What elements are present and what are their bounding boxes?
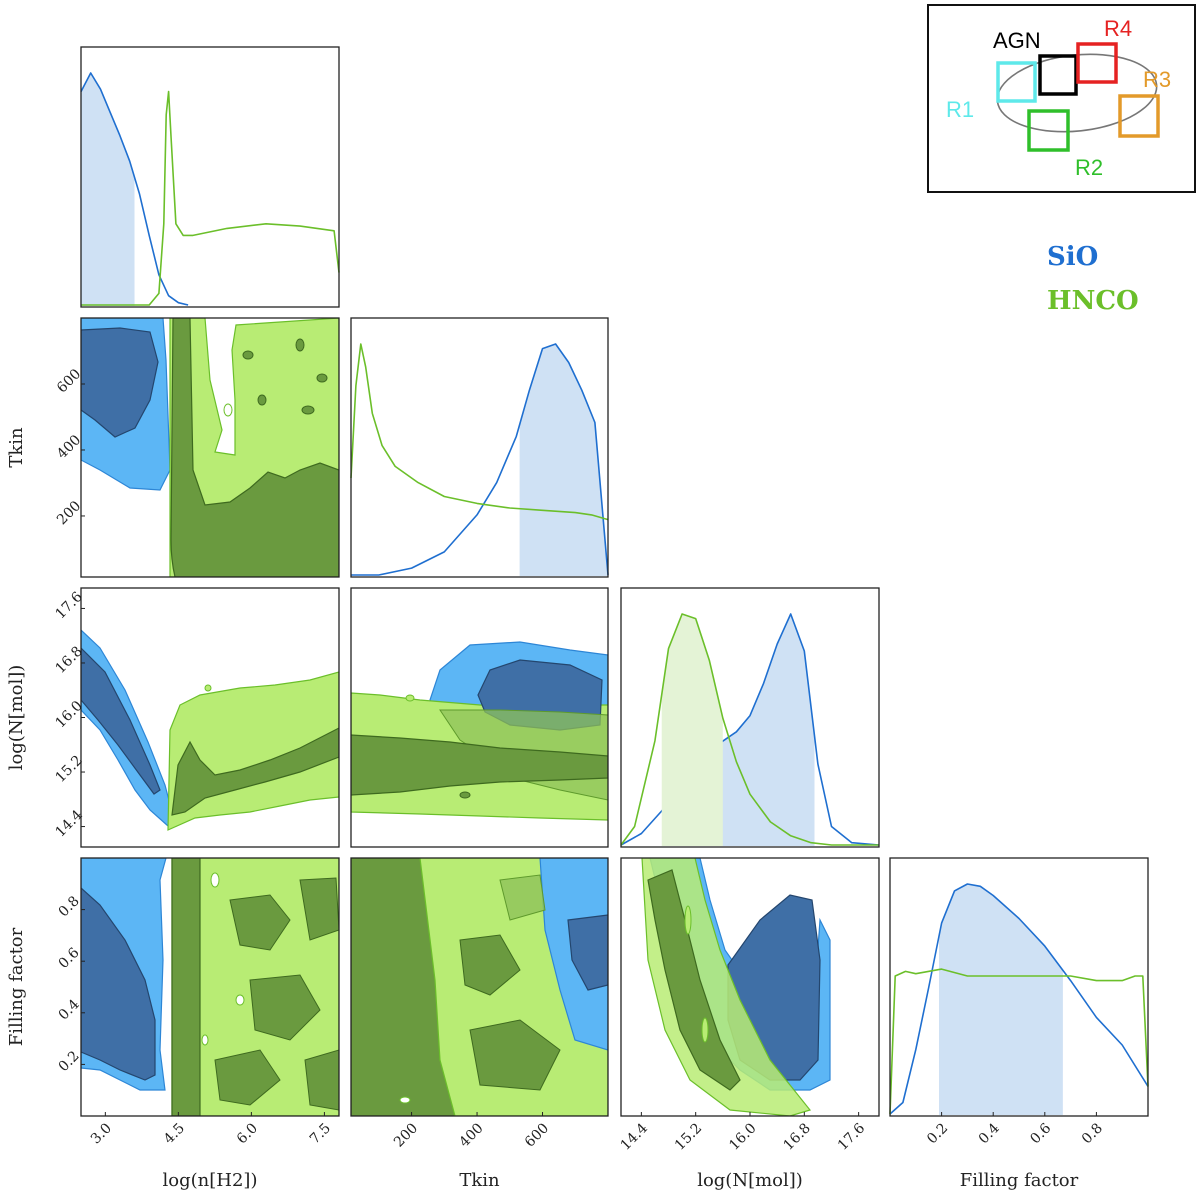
- legend-hnco: HNCO: [1047, 286, 1139, 316]
- x-tick-label: 600: [522, 1120, 552, 1150]
- region-box-r3: [1118, 94, 1160, 138]
- x-tick-label: 400: [456, 1120, 486, 1150]
- x-tick-label: 4.5: [161, 1120, 188, 1147]
- hnco-marginal-curve: [350, 343, 609, 521]
- x-axis-label: Tkin: [459, 1170, 500, 1191]
- marginal-lognmol-plot: [620, 587, 880, 848]
- x-axis-label: log(n[H2]): [163, 1170, 258, 1191]
- inset-frame: [927, 4, 1196, 193]
- x-tick-label: 7.5: [307, 1120, 334, 1147]
- axis-labels: log(n[H2]) Tkin log(N[mol]) Filling factor T…: [6, 427, 1079, 1191]
- contour-panel-lognmol-vs-lognH2: [81, 629, 339, 831]
- marginal-filling-factor-plot: [889, 857, 1149, 1117]
- contour-panel-ff-vs-tkin: [351, 858, 608, 1116]
- sio-inner-contour: [81, 887, 156, 1081]
- x-axis-label: log(N[mol]): [697, 1170, 803, 1191]
- x-axis-label: Filling factor: [960, 1170, 1079, 1191]
- y-tick-label: 0.4: [56, 996, 83, 1023]
- hnco-inner-contour: [171, 858, 201, 1116]
- sio-hdi-region: [81, 73, 135, 306]
- y-axis-label: Tkin: [6, 427, 27, 468]
- x-tick-label: 15.2: [672, 1120, 705, 1153]
- label-r1: R1: [946, 97, 974, 122]
- hnco-marginal-curve: [81, 90, 340, 306]
- y-tick-label: 0.2: [56, 1048, 83, 1075]
- hnco-inner-contour: [351, 734, 608, 796]
- panel-frame: [80, 46, 340, 308]
- y-tick-label: 400: [54, 432, 84, 462]
- sio-marginal-curve: [889, 883, 1149, 1115]
- legend: SiO HNCO: [1047, 242, 1139, 316]
- x-tick-label: 17.6: [835, 1120, 868, 1153]
- sio-inner-contour: [81, 647, 161, 795]
- label-r3: R3: [1143, 67, 1171, 92]
- sio-hdi-region: [939, 884, 1063, 1115]
- marginal-lognH2-plot: [80, 46, 340, 308]
- x-tick-label: 0.4: [976, 1120, 1003, 1147]
- panel-frame: [350, 587, 609, 848]
- region-box-r2: [1027, 109, 1070, 152]
- y-tick-label: 0.8: [56, 893, 83, 920]
- label-r4: R4: [1104, 16, 1132, 41]
- panel-frame: [350, 857, 609, 1117]
- region-box-r1: [996, 61, 1037, 103]
- hnco-inner-contour: [647, 869, 741, 1091]
- y-axis-label: log(N[mol]): [6, 665, 27, 771]
- x-tick-label: 0.6: [1027, 1120, 1054, 1147]
- sio-inner-contour: [81, 327, 159, 438]
- x-tick-label: 16.8: [781, 1120, 814, 1153]
- region-box-agn: [1038, 54, 1078, 96]
- label-r2: R2: [1075, 155, 1103, 180]
- hnco-marginal-curve: [620, 613, 879, 846]
- marginal-tkin-plot: [350, 317, 609, 578]
- sio-inner-contour: [567, 914, 608, 991]
- contour-panel-ff-vs-lognH2: [81, 858, 339, 1116]
- legend-sio: SiO: [1047, 242, 1098, 272]
- inset-region-map: AGN R4 R3 R1 R2: [927, 4, 1196, 193]
- hnco-inner-contour: [171, 727, 339, 816]
- x-tick-label: 200: [391, 1120, 421, 1150]
- panel-frame: [350, 317, 609, 578]
- panel-frame: [80, 857, 340, 1117]
- hnco-marginal-curve: [889, 968, 1149, 1115]
- contour-panel-tkin-vs-lognH2: [81, 318, 339, 577]
- y-tick-label: 200: [54, 498, 84, 528]
- y-axis-label: Filling factor: [6, 927, 27, 1046]
- hnco-hdi-region: [661, 614, 723, 846]
- region-box-r4: [1076, 42, 1118, 84]
- contour-panel-ff-vs-lognmol: [641, 858, 831, 1116]
- panel-frame: [889, 857, 1149, 1117]
- hnco-inner-contour: [170, 318, 339, 577]
- y-tick-label: 0.6: [56, 945, 83, 972]
- sio-marginal-curve: [351, 343, 609, 576]
- sio-marginal-curve: [80, 72, 189, 306]
- x-tick-label: 3.0: [88, 1120, 115, 1147]
- x-tick-label: 6.0: [234, 1120, 261, 1147]
- x-tick-label: 0.8: [1079, 1120, 1106, 1147]
- y-tick-label: 600: [54, 366, 84, 396]
- panel-frame: [620, 587, 880, 848]
- sio-hdi-region: [716, 615, 815, 846]
- x-tick-label: 14.4: [618, 1120, 651, 1153]
- x-tick-label: 16.0: [726, 1120, 759, 1153]
- x-tick-label: 0.2: [924, 1120, 951, 1147]
- contour-panel-lognmol-vs-tkin: [351, 641, 608, 821]
- label-agn: AGN: [993, 28, 1041, 53]
- panel-frame: [80, 317, 340, 578]
